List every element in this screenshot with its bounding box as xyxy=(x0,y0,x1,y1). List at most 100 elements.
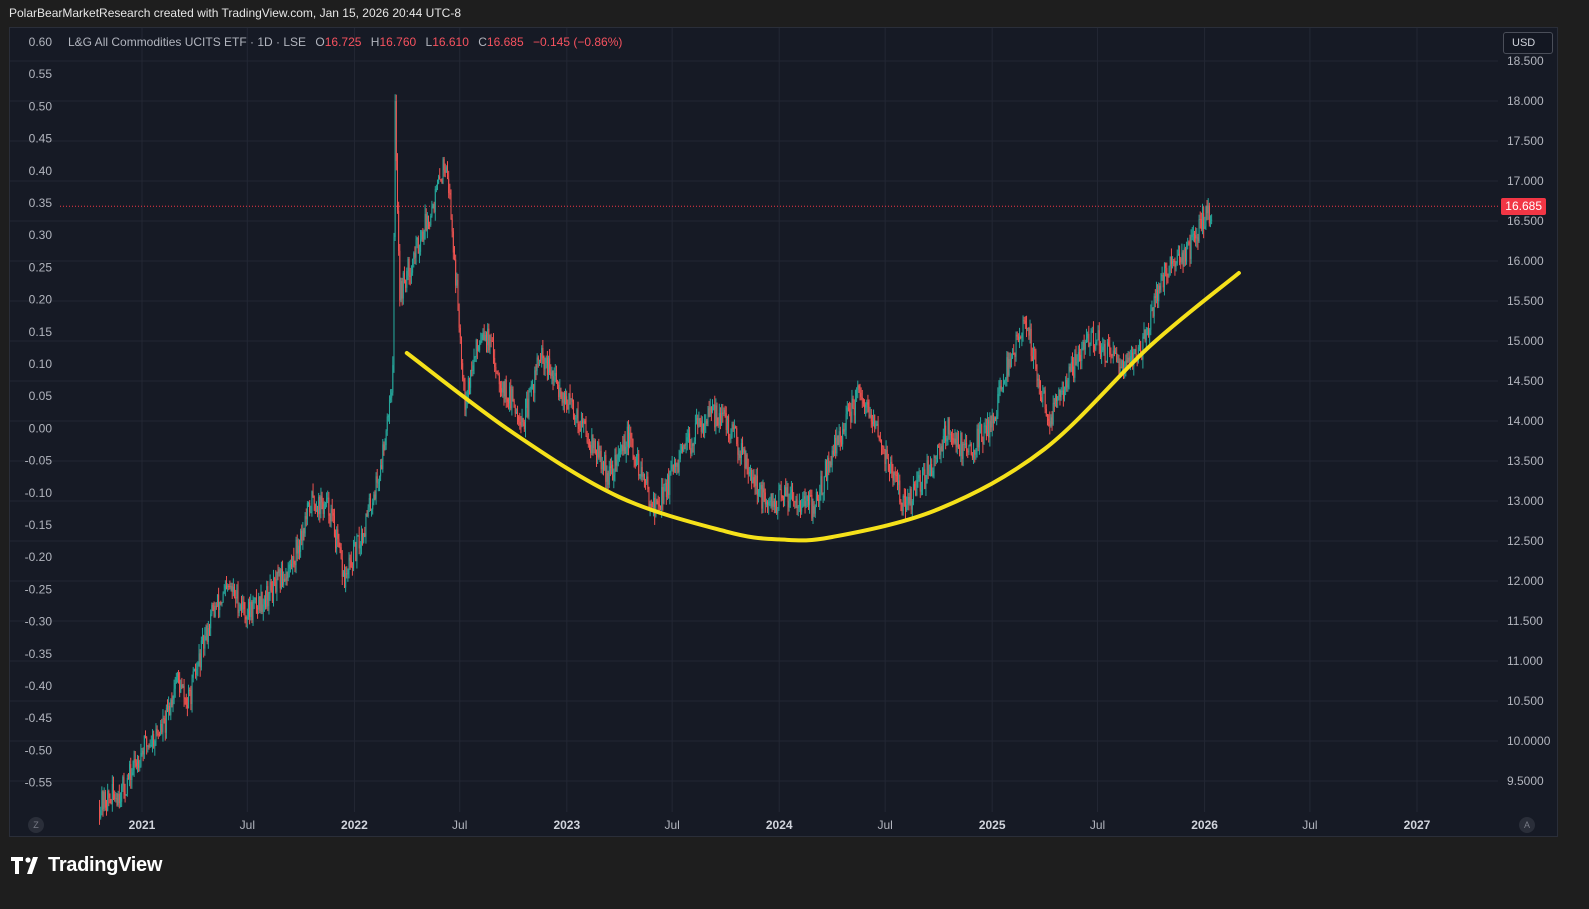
candle-body xyxy=(1087,333,1089,339)
candle-body xyxy=(615,454,617,466)
candle-body xyxy=(1105,360,1107,363)
candle-body xyxy=(942,436,944,451)
candle-body xyxy=(1182,252,1184,267)
candle-body xyxy=(198,653,200,663)
candle-body xyxy=(401,280,403,299)
candle-body xyxy=(176,673,178,678)
auto-scale-right-button[interactable]: A xyxy=(1519,817,1535,833)
auto-scale-left-button[interactable]: Z xyxy=(28,817,44,833)
price-chart[interactable]: 0.60 0.55 0.50 0.45 0.40 0.35 0.30 0.25 0.20 0.15… xyxy=(10,28,1557,836)
chart-pane[interactable]: 0.60 0.55 0.50 0.45 0.40 0.35 0.30 0.25 0.20 0.15… xyxy=(9,27,1558,837)
price-tick-label: 13.000 xyxy=(1507,494,1544,508)
candle-body xyxy=(509,386,511,404)
candle-body xyxy=(513,400,515,408)
candle-body xyxy=(392,365,394,393)
candle-body xyxy=(1071,361,1073,367)
candle-body xyxy=(992,414,994,424)
candle-body xyxy=(1135,349,1137,359)
candle-body xyxy=(716,405,718,418)
candle-body xyxy=(263,599,265,605)
symbol-title[interactable]: L&G All Commodities UCITS ETF · 1D · LSE xyxy=(68,35,307,49)
candle-body xyxy=(367,507,369,517)
candle-body xyxy=(117,793,119,806)
candle-body xyxy=(941,446,943,451)
symbol-legend[interactable]: L&G All Commodities UCITS ETF · 1D · LSE… xyxy=(68,35,622,49)
candle-body xyxy=(562,392,564,403)
candle-body xyxy=(868,407,870,417)
candle-body xyxy=(780,489,782,496)
tradingview-logo[interactable]: TradingView xyxy=(11,854,162,877)
candle-body xyxy=(675,462,677,467)
candle-body xyxy=(665,483,667,497)
price-axis[interactable]: 18.500 18.000 17.500 17.000 16.500 16.000 15.5… xyxy=(1507,54,1551,788)
candle-body xyxy=(524,407,526,430)
candle-body xyxy=(333,515,335,536)
candle-body xyxy=(700,420,702,432)
rounding-bottom-curve[interactable] xyxy=(404,271,1241,543)
candle-body xyxy=(175,677,177,684)
candle-body xyxy=(138,760,140,768)
candle-body xyxy=(196,668,198,675)
candle-body xyxy=(398,210,400,251)
candle-body xyxy=(762,488,764,509)
candle-body xyxy=(630,432,632,439)
candle-body xyxy=(477,350,479,352)
candle-body xyxy=(1019,336,1021,342)
candle-body xyxy=(566,396,568,404)
candle-body xyxy=(465,399,467,410)
candle-body xyxy=(388,399,390,417)
candle-body xyxy=(1053,402,1055,404)
candle-body xyxy=(923,469,925,471)
candle-body xyxy=(738,454,740,456)
candle-body xyxy=(476,339,478,352)
candle-body xyxy=(531,384,533,386)
candle-body xyxy=(218,594,220,611)
candle-body xyxy=(384,445,386,451)
candle-body xyxy=(787,487,789,508)
candle-body xyxy=(505,379,507,400)
candle-body xyxy=(112,783,114,795)
candle-body xyxy=(210,614,212,629)
candle-body xyxy=(1024,320,1026,324)
candle-body xyxy=(747,467,749,475)
candle-body xyxy=(892,473,894,481)
left-tick-label: -0.10 xyxy=(25,486,53,500)
candle-body xyxy=(798,500,800,507)
left-tick-label: -0.20 xyxy=(25,550,53,564)
candle-body xyxy=(462,363,464,379)
currency-button[interactable]: USD xyxy=(1503,32,1553,54)
candle-body xyxy=(774,500,776,507)
candle-body xyxy=(980,424,982,426)
candle-body xyxy=(279,569,281,589)
candle-body xyxy=(723,409,725,415)
candle-body xyxy=(1163,263,1165,288)
candle-body xyxy=(889,470,891,474)
candle-body xyxy=(915,489,917,496)
candle-body xyxy=(846,407,848,415)
candle-body xyxy=(811,495,813,519)
candle-body xyxy=(1005,377,1007,381)
candle-body xyxy=(494,357,496,367)
candle-body xyxy=(183,686,185,698)
candle-body xyxy=(1188,242,1190,244)
candle-body xyxy=(1186,246,1188,262)
candle-body xyxy=(483,332,485,341)
candle-body xyxy=(394,100,396,237)
candle-body xyxy=(1174,261,1176,267)
candle-body xyxy=(1177,253,1179,256)
candle-body xyxy=(685,441,687,446)
candle-body xyxy=(308,502,310,504)
candle-body xyxy=(1207,205,1209,214)
candle-body xyxy=(512,388,514,401)
candle-body xyxy=(598,442,600,458)
candle-body xyxy=(225,585,227,587)
candle-body xyxy=(824,461,826,477)
time-axis[interactable]: 2021 Jul 2022 Jul 2023 Jul 2024 Jul 2025 Jul 2026 J… xyxy=(129,818,1431,832)
candle-body xyxy=(844,430,846,432)
candle-body xyxy=(1132,352,1134,367)
candle-body xyxy=(583,420,585,424)
left-tick-label: 0.15 xyxy=(29,325,53,339)
candle-body xyxy=(604,455,606,471)
candle-body xyxy=(881,440,883,446)
candle-body xyxy=(321,495,323,503)
